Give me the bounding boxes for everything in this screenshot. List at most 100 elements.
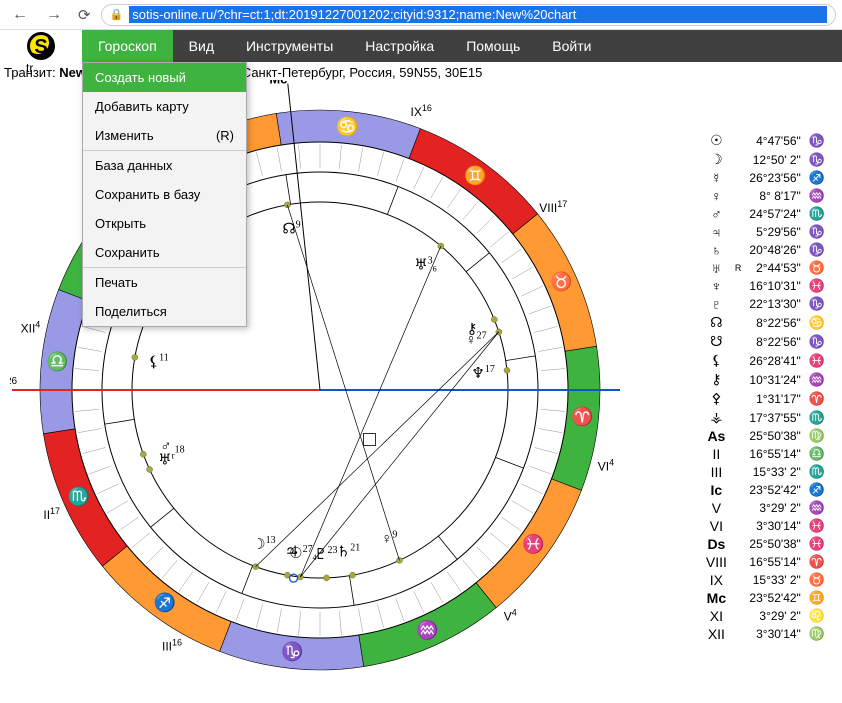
planet-sign: ♓ [806, 278, 828, 294]
nav-item-0[interactable]: Гороскоп [82, 30, 173, 62]
nav-item-2[interactable]: Инструменты [230, 30, 349, 62]
planet-row: Ic23°52'42"♐ [703, 482, 828, 498]
svg-text:XII4: XII4 [21, 319, 41, 335]
planet-sign: ♑ [806, 242, 828, 258]
nav-item-5[interactable]: Войти [536, 30, 607, 62]
planet-position: 3°30'14" [746, 626, 803, 642]
planet-symbol: III [703, 464, 730, 480]
planet-symbol: VI [703, 518, 730, 534]
planet-sign: ♒ [806, 371, 828, 388]
retro-flag [732, 572, 745, 588]
menu-item[interactable]: Сохранить в базу [83, 180, 246, 209]
retro-flag: R [732, 260, 745, 276]
address-bar[interactable]: 🔒 sotis-online.ru/?chr=ct:1;dt:201912270… [101, 4, 836, 26]
planet-symbol: ☋ [703, 333, 730, 350]
planet-sign: ♑ [806, 333, 828, 350]
planet-position: 8°22'56" [746, 333, 803, 350]
menu-item[interactable]: База данных [83, 151, 246, 180]
menu-item[interactable]: Добавить карту [83, 92, 246, 121]
planet-row: ☋ 8°22'56"♑ [703, 333, 828, 350]
planet-symbol: V [703, 500, 730, 516]
planet-symbol: ♃ [703, 224, 730, 240]
planet-sign: ♒ [806, 500, 828, 516]
retro-flag [732, 151, 745, 168]
retro-flag [732, 314, 745, 331]
planet-symbol: XI [703, 608, 730, 624]
planet-sign: ♎ [806, 446, 828, 462]
planet-position: 5°29'56" [746, 224, 803, 240]
menu-item[interactable]: Открыть [83, 209, 246, 238]
planet-sign: ♑ [806, 132, 828, 149]
planet-position: 3°29' 2" [746, 500, 803, 516]
svg-text:♃: ♃ [285, 545, 298, 561]
planet-symbol: II [703, 446, 730, 462]
planet-symbol: As [703, 428, 730, 444]
planet-symbol: ♇ [703, 296, 730, 312]
site-logo-icon[interactable]: S [27, 32, 55, 60]
retro-flag [732, 278, 745, 294]
planet-symbol: ⚶ [703, 409, 730, 426]
retro-flag [732, 371, 745, 388]
menu-item[interactable]: Создать новый [83, 63, 246, 92]
svg-text:V4: V4 [504, 608, 517, 624]
nav-item-1[interactable]: Вид [173, 30, 230, 62]
planet-row: VIII16°55'14"♈ [703, 554, 828, 570]
planet-position: 23°52'42" [746, 590, 803, 606]
svg-text:VIII17: VIII17 [539, 199, 567, 215]
retro-flag [732, 518, 745, 534]
planet-sign: ♉ [806, 572, 828, 588]
svg-text:♏: ♏ [68, 485, 90, 506]
svg-text:♐: ♐ [154, 592, 176, 613]
planet-position: 26°28'41" [746, 352, 803, 369]
tr-label: tr [26, 61, 33, 75]
svg-text:♋: ♋ [336, 115, 358, 136]
planet-row: ☊8°22'56"♋ [703, 314, 828, 331]
planet-position: 20°48'26" [746, 242, 803, 258]
planet-sign: ♏ [806, 206, 828, 222]
retro-flag [732, 428, 745, 444]
nav-item-4[interactable]: Помощь [450, 30, 536, 62]
back-button[interactable]: ← [6, 4, 34, 26]
planet-sign: ♑ [806, 151, 828, 168]
planet-position: 25°50'38" [746, 428, 803, 444]
planet-row: V 3°29' 2"♒ [703, 500, 828, 516]
svg-text:26: 26 [10, 376, 18, 387]
planet-symbol: Mc [703, 590, 730, 606]
planet-sign: ♍ [806, 626, 828, 642]
retro-flag [732, 242, 745, 258]
planet-sign: ♈ [806, 554, 828, 570]
menu-item[interactable]: Поделиться [83, 297, 246, 326]
nav-item-3[interactable]: Настройка [349, 30, 450, 62]
svg-text:♒: ♒ [416, 619, 438, 640]
svg-text:II17: II17 [43, 506, 60, 522]
lock-icon: 🔒 [110, 8, 124, 21]
planet-sign: ♊ [806, 590, 828, 606]
planet-symbol: ☉ [703, 132, 730, 149]
planet-symbol: ⚷ [703, 371, 730, 388]
svg-text:VI4: VI4 [598, 458, 614, 474]
planet-row: III15°33' 2"♏ [703, 464, 828, 480]
planet-row: Ds25°50'38"♓ [703, 536, 828, 552]
planet-position: 26°23'56" [746, 170, 803, 186]
menu-item[interactable]: Сохранить [83, 238, 246, 267]
planet-position: 23°52'42" [746, 482, 803, 498]
planet-position: 3°29' 2" [746, 608, 803, 624]
svg-text:Mc: Mc [269, 80, 287, 87]
retro-flag [732, 554, 745, 570]
planet-position: 16°55'14" [746, 554, 803, 570]
planet-sign: ♐ [806, 482, 828, 498]
retro-flag [732, 352, 745, 369]
planet-row: VI3°30'14"♓ [703, 518, 828, 534]
planet-position: 16°10'31" [746, 278, 803, 294]
planet-sign: ♓ [806, 536, 828, 552]
planet-symbol: Ds [703, 536, 730, 552]
retro-flag [732, 590, 745, 606]
planet-row: ⚴1°31'17"♈ [703, 390, 828, 407]
menu-item[interactable]: Печать [83, 268, 246, 297]
planet-position: 8°22'56" [746, 314, 803, 331]
planet-row: II16°55'14"♎ [703, 446, 828, 462]
forward-button[interactable]: → [40, 4, 68, 26]
menu-item[interactable]: Изменить(R) [83, 121, 246, 150]
planet-symbol: ⚴ [703, 390, 730, 407]
reload-button[interactable]: ⟳ [74, 4, 95, 26]
